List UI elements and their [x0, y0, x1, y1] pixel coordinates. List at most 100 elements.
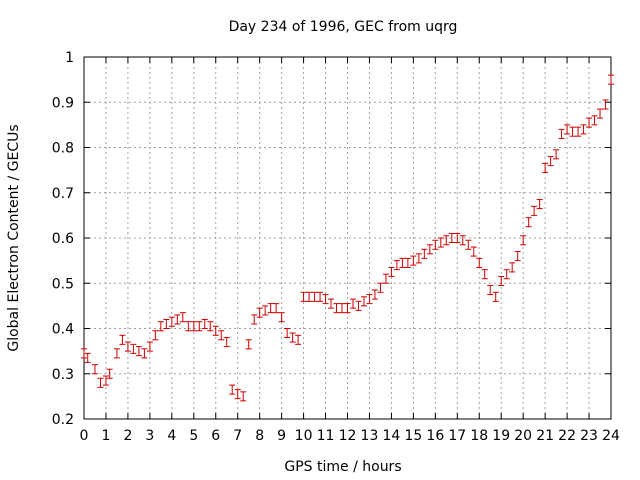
- data-point: [103, 376, 109, 385]
- x-tick-label: 4: [167, 428, 176, 444]
- data-point: [416, 254, 422, 263]
- x-tick-label: 16: [426, 428, 444, 444]
- chart-title: Day 234 of 1996, GEC from uqrg: [229, 19, 458, 35]
- data-point: [405, 258, 411, 267]
- y-tick-label: 0.4: [52, 322, 74, 338]
- x-tick-label: 23: [580, 428, 598, 444]
- x-tick-label: 20: [514, 428, 532, 444]
- data-point: [460, 236, 466, 245]
- data-point: [427, 245, 433, 254]
- data-point: [608, 75, 614, 84]
- x-tick-label: 17: [448, 428, 466, 444]
- data-point: [125, 342, 131, 351]
- data-point: [498, 276, 504, 285]
- y-tick-label: 0.8: [52, 141, 74, 157]
- data-point: [202, 319, 208, 328]
- data-point: [229, 385, 235, 394]
- x-tick-label: 8: [255, 428, 264, 444]
- x-tick-label: 19: [492, 428, 510, 444]
- data-point: [515, 252, 521, 261]
- data-point: [273, 304, 279, 313]
- data-point: [421, 249, 427, 258]
- data-point: [213, 326, 219, 335]
- data-point: [240, 392, 246, 401]
- x-tick-label: 1: [101, 428, 110, 444]
- data-point: [476, 258, 482, 267]
- data-point: [581, 125, 587, 134]
- data-point: [504, 270, 510, 279]
- data-point: [372, 290, 378, 299]
- data-point: [355, 301, 361, 310]
- x-tick-label: 9: [277, 428, 286, 444]
- x-tick-label: 12: [339, 428, 357, 444]
- data-point: [152, 331, 158, 340]
- x-tick-label: 2: [123, 428, 132, 444]
- data-point: [279, 313, 285, 322]
- data-point: [537, 200, 543, 209]
- x-tick-label: 18: [470, 428, 488, 444]
- x-tick-label: 3: [145, 428, 154, 444]
- data-point: [196, 322, 202, 331]
- data-point: [339, 304, 345, 313]
- data-point: [410, 256, 416, 265]
- x-tick-label: 14: [383, 428, 401, 444]
- data-point: [97, 378, 103, 387]
- data-point: [180, 313, 186, 322]
- data-point: [526, 218, 532, 227]
- data-point: [257, 308, 263, 317]
- x-tick-label: 10: [295, 428, 313, 444]
- data-point: [564, 125, 570, 134]
- data-point: [361, 297, 367, 306]
- data-point: [345, 304, 351, 313]
- data-point: [268, 304, 274, 313]
- data-point: [114, 349, 120, 358]
- x-tick-label: 13: [361, 428, 379, 444]
- axis-ticks: 0 1 2 3 4 5 6 7 8 9 10 11 12 13 14 15 16 17 18 19 20 21 22 23 24…: [52, 50, 620, 444]
- data-point: [92, 365, 98, 374]
- data-point: [553, 150, 559, 159]
- data-point: [147, 342, 153, 351]
- data-point: [399, 258, 405, 267]
- y-tick-label: 0.6: [52, 231, 74, 247]
- y-tick-label: 0.2: [52, 412, 74, 428]
- data-point: [328, 299, 334, 308]
- data-point: [317, 292, 323, 301]
- data-point: [174, 315, 180, 324]
- x-tick-label: 21: [536, 428, 554, 444]
- y-tick-label: 0.3: [52, 367, 74, 383]
- data-point: [471, 247, 477, 256]
- y-tick-label: 0.5: [52, 276, 74, 292]
- data-point: [334, 304, 340, 313]
- data-point: [559, 129, 565, 138]
- data-point: [306, 292, 312, 301]
- y-tick-label: 0.9: [52, 95, 74, 111]
- x-tick-label: 7: [233, 428, 242, 444]
- data-point: [377, 283, 383, 292]
- data-point: [465, 240, 471, 249]
- data-point: [394, 261, 400, 270]
- data-point: [163, 319, 169, 328]
- data-point: [130, 344, 136, 353]
- y-tick-label: 0.7: [52, 186, 74, 202]
- data-point: [509, 263, 515, 272]
- data-point: [235, 390, 241, 399]
- data-point: [301, 292, 307, 301]
- data-point: [487, 286, 493, 295]
- data-point: [432, 240, 438, 249]
- data-point: [597, 109, 603, 118]
- data-point: [548, 157, 554, 166]
- x-tick-label: 11: [317, 428, 335, 444]
- data-point: [520, 236, 526, 245]
- data-point: [107, 369, 113, 378]
- data-point: [388, 267, 394, 276]
- data-point: [284, 329, 290, 338]
- data-point: [531, 206, 537, 215]
- data-point: [246, 340, 252, 349]
- data-point: [570, 127, 576, 136]
- x-tick-label: 0: [80, 428, 89, 444]
- data-point: [158, 322, 164, 331]
- data-point: [443, 236, 449, 245]
- x-tick-label: 6: [211, 428, 220, 444]
- data-point: [438, 238, 444, 247]
